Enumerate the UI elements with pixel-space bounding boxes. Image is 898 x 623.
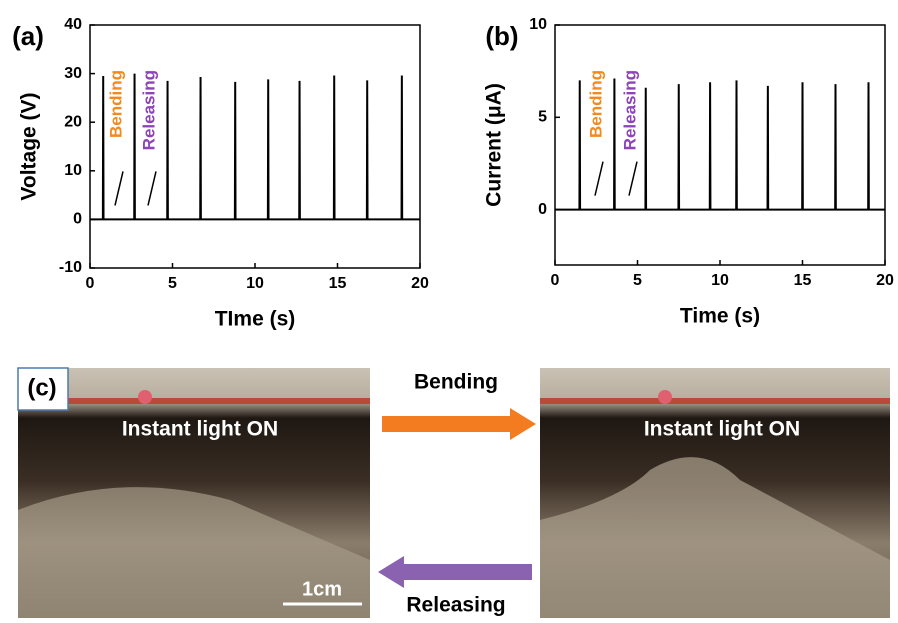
caption: Instant light ON (122, 418, 278, 441)
annotation-arrow (114, 171, 124, 206)
arrow-forward (382, 408, 536, 440)
y-tick-label: -10 (59, 259, 82, 276)
x-tick-label: 10 (711, 272, 729, 289)
y-tick-label: 20 (64, 113, 82, 130)
y-tick-label: 0 (73, 211, 82, 228)
y-tick-label: 10 (529, 16, 547, 33)
x-axis-title: TIme (s) (215, 308, 296, 331)
annotation-arrow (147, 171, 157, 206)
y-tick-label: 0 (538, 201, 547, 218)
y-tick-label: 5 (538, 109, 547, 126)
arrow-label: Bending (414, 371, 498, 394)
y-tick-label: 30 (64, 65, 82, 82)
y-axis-title: Voltage (V) (18, 92, 41, 200)
annotation-arrow (628, 161, 638, 196)
data-line (90, 73, 420, 221)
photo-right (540, 368, 890, 618)
x-tick-label: 0 (86, 275, 95, 292)
y-tick-label: 10 (64, 162, 82, 179)
annotation: Bending (106, 70, 125, 138)
photo-left (17, 367, 370, 618)
arrow-back (378, 556, 532, 588)
panel-label: (b) (485, 21, 518, 51)
annotation: Bending (586, 70, 605, 138)
x-tick-label: 0 (551, 272, 560, 289)
y-tick-label: 40 (64, 16, 82, 33)
x-tick-label: 5 (168, 275, 177, 292)
annotation-arrow (594, 161, 604, 196)
panel-label: (c) (27, 374, 56, 401)
arrow-label: Releasing (406, 594, 505, 617)
data-line (555, 78, 885, 211)
x-tick-label: 15 (794, 272, 812, 289)
annotation: Releasing (139, 70, 158, 150)
x-tick-label: 20 (876, 272, 894, 289)
x-tick-label: 10 (246, 275, 264, 292)
x-axis-title: Time (s) (680, 305, 760, 328)
caption: Instant light ON (644, 418, 800, 441)
y-axis-title: Current (μA) (483, 83, 506, 207)
panel-label: (a) (12, 21, 44, 51)
x-tick-label: 15 (329, 275, 347, 292)
x-tick-label: 5 (633, 272, 642, 289)
annotation: Releasing (620, 70, 639, 150)
scale-label: 1cm (302, 578, 342, 600)
x-tick-label: 20 (411, 275, 429, 292)
